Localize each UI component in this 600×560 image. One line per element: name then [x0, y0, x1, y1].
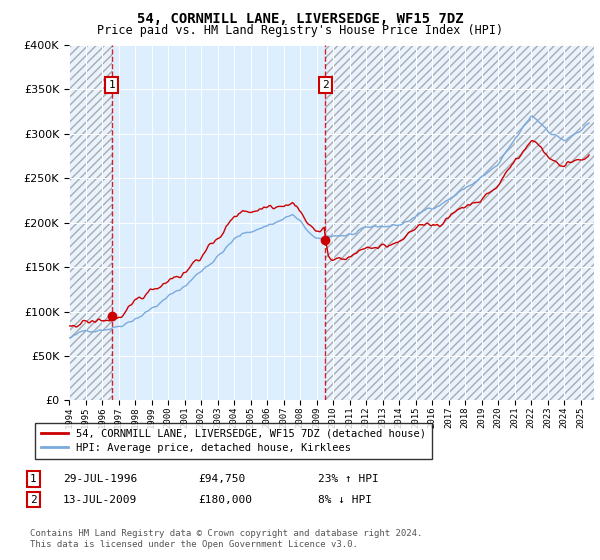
Bar [69, 45, 112, 400]
Text: 23% ↑ HPI: 23% ↑ HPI [318, 474, 379, 484]
Text: 1: 1 [108, 80, 115, 90]
Bar [325, 45, 594, 400]
Text: Contains HM Land Registry data © Crown copyright and database right 2024.
This d: Contains HM Land Registry data © Crown c… [30, 529, 422, 549]
Text: 8% ↓ HPI: 8% ↓ HPI [318, 494, 372, 505]
Text: 29-JUL-1996: 29-JUL-1996 [63, 474, 137, 484]
Text: £180,000: £180,000 [198, 494, 252, 505]
Text: Price paid vs. HM Land Registry's House Price Index (HPI): Price paid vs. HM Land Registry's House … [97, 24, 503, 36]
Text: £94,750: £94,750 [198, 474, 245, 484]
Text: 13-JUL-2009: 13-JUL-2009 [63, 494, 137, 505]
Bar [325, 45, 594, 400]
Bar [69, 45, 112, 400]
Text: 1: 1 [30, 474, 37, 484]
Text: 54, CORNMILL LANE, LIVERSEDGE, WF15 7DZ: 54, CORNMILL LANE, LIVERSEDGE, WF15 7DZ [137, 12, 463, 26]
Legend: 54, CORNMILL LANE, LIVERSEDGE, WF15 7DZ (detached house), HPI: Average price, de: 54, CORNMILL LANE, LIVERSEDGE, WF15 7DZ … [35, 423, 432, 459]
Text: 2: 2 [30, 494, 37, 505]
Text: 2: 2 [322, 80, 329, 90]
